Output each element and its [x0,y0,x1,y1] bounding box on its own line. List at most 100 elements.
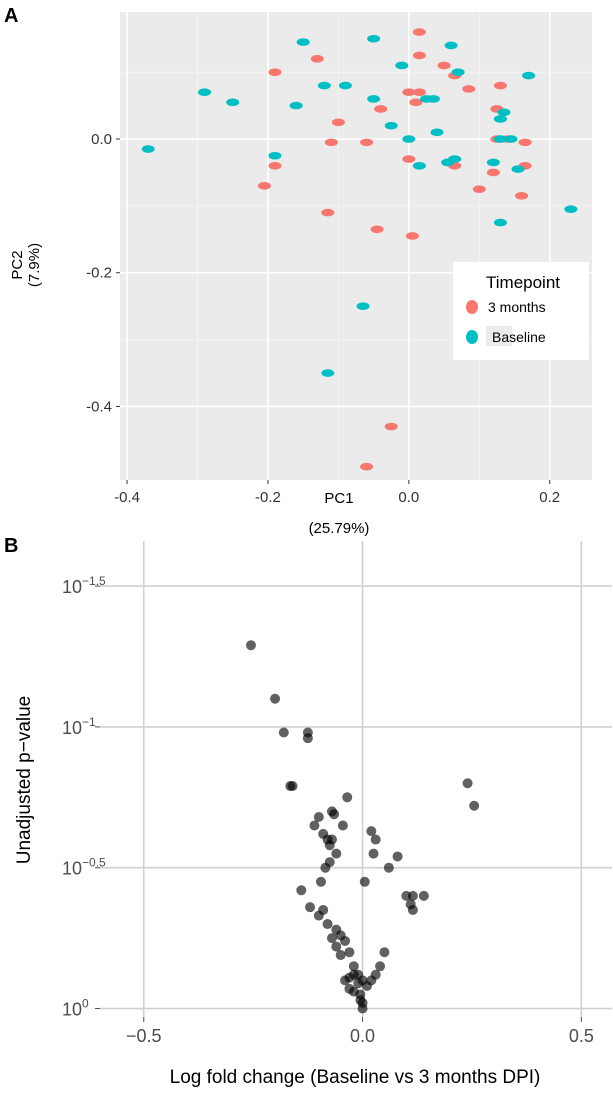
legend-label-baseline: Baseline [492,329,546,345]
pca-point-3-months [384,422,398,431]
pca-point-3-months [412,51,426,60]
pca-point-baseline [522,71,536,80]
volcano-point [296,885,307,896]
pca-point-baseline [504,135,518,143]
volcano-point [353,978,364,989]
pca-point-3-months [486,168,500,177]
volcano-point [335,950,346,961]
pca-y-axis-title: PC2 [9,250,26,279]
volcano-point [368,848,379,859]
panel-label-a: A [4,5,18,27]
pca-point-3-months [412,28,426,36]
pca-point-3-months [518,138,532,147]
volcano-point [326,933,337,944]
pca-point-3-months [324,138,338,147]
volcano-point [318,904,329,915]
pca-point-3-months [321,208,335,217]
pca-x-tick-label: -0.4 [114,489,140,506]
volcano-y-tick-label: 10−1.5 [62,574,106,597]
volcano-point [370,834,381,845]
volcano-point [320,862,331,873]
pca-point-3-months [257,182,271,190]
volcano-point [348,969,359,980]
pca-point-baseline [321,369,335,377]
volcano-point [462,778,473,789]
legend-label-3-months: 3 months [488,299,546,315]
pca-y-tick-label: -0.4 [86,398,112,415]
volcano-point [366,826,377,837]
pca-x-tick-label: 0.0 [398,489,419,506]
pca-point-3-months [405,232,419,240]
volcano-y-axis-title: Unadjusted p−value [14,696,35,865]
volcano-gridlines [100,541,612,1017]
pca-point-3-months [402,155,416,163]
volcano-point [407,904,418,915]
volcano-point [305,902,316,913]
volcano-point [322,919,333,930]
pca-point-baseline [412,161,426,170]
pca-point-baseline [493,115,507,123]
volcano-x-tick-label: 0.5 [569,1026,594,1046]
legend-key-baseline [466,330,478,344]
volcano-points [245,640,480,1014]
pca-point-3-months [360,462,374,471]
volcano-point [313,812,324,823]
pca-point-baseline [141,145,155,153]
pca-point-baseline [226,98,240,107]
pca-point-baseline [444,41,458,50]
volcano-y-tick-label: 10−1 [62,715,96,738]
pca-point-baseline [367,34,381,43]
pca-point-3-months [360,138,374,147]
pca-y-tick-label: -0.2 [86,265,112,282]
pca-point-3-months [310,55,324,63]
pca-plot-background [120,12,592,480]
pca-x-ticks: -0.4 -0.2 0.0 0.2 [114,480,560,506]
pca-x-axis-subtitle: (25.79%) [309,520,370,537]
pca-point-baseline [493,135,507,143]
volcano-point [285,781,296,792]
legend-label-highlight [486,326,512,346]
pca-legend: Timepoint 3 months Baseline [453,262,589,360]
volcano-x-tick-label: 0.0 [350,1026,375,1046]
volcano-point [278,727,289,738]
volcano-x-ticks: −0.5 0.0 0.5 [126,1017,594,1046]
pca-point-3-months [402,88,416,97]
pca-point-baseline [493,218,507,227]
pca-point-baseline [451,68,465,76]
volcano-point [342,792,353,803]
pca-point-baseline [441,158,455,167]
pca-point-baseline [395,61,409,70]
volcano-point [302,733,313,744]
volcano-point [270,693,281,704]
volcano-x-tick-label: −0.5 [126,1026,162,1046]
pca-point-baseline [402,135,416,143]
pca-point-baseline [426,95,440,103]
pca-point-baseline [338,81,352,90]
volcano-y-tick-label: 10−0.5 [62,856,106,879]
pca-point-baseline [486,158,500,167]
pca-point-3-months [409,98,423,107]
volcano-x-axis-title: Log fold change (Baseline vs 3 months DP… [170,1067,541,1088]
volcano-point [340,935,351,946]
volcano-point [355,995,366,1006]
pca-x-tick-label: 0.2 [539,489,560,506]
pca-points [141,28,578,471]
pca-point-baseline [268,151,282,160]
pca-y-axis-title-group: PC2 (7.9%) [9,243,43,287]
pca-point-3-months [268,68,282,76]
pca-point-3-months [515,192,529,200]
volcano-point [392,851,403,862]
pca-point-baseline [384,121,398,130]
pca-point-3-months [462,85,476,93]
pca-y-axis-subtitle: (7.9%) [26,243,43,287]
volcano-point [315,876,326,887]
legend-title: Timepoint [486,273,560,292]
volcano-y-tick-label: 100 [62,997,89,1020]
pca-point-baseline [289,101,303,110]
pca-point-baseline [367,95,381,103]
pca-point-3-months [412,88,426,97]
pca-point-baseline [296,38,310,46]
pca-point-baseline [564,205,578,214]
volcano-point [331,848,342,859]
